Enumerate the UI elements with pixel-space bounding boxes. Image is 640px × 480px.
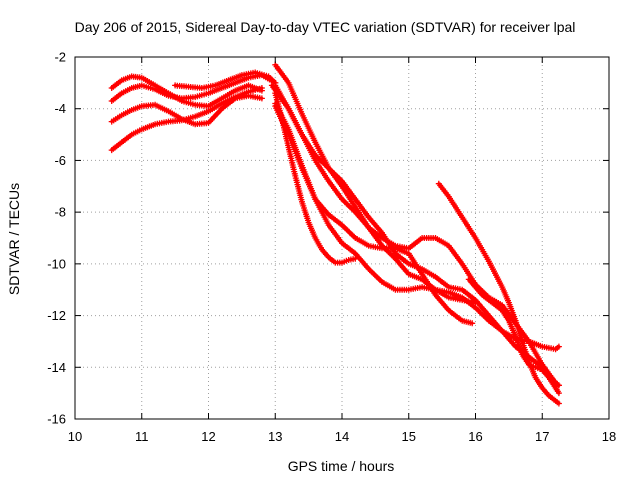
y-tick-label: -10: [47, 256, 66, 271]
series-arc-10: [272, 61, 562, 353]
series-arc-13: [465, 276, 562, 397]
label-layer: 10 11 12 13 14 15 16 17 18 -16 -14 -12 -10 -8 -6 -4 -2: [47, 50, 616, 445]
x-tick-label: 15: [402, 429, 416, 444]
y-tick-label: -6: [54, 153, 66, 168]
x-tick-label: 12: [201, 429, 215, 444]
series-markers: [272, 90, 359, 266]
series-layer: [108, 61, 562, 407]
series-arc-8: [272, 103, 476, 327]
grid-layer: [75, 57, 609, 419]
series-markers: [465, 276, 562, 397]
x-tick-label: 17: [535, 429, 549, 444]
tick-layer: [74, 56, 610, 420]
y-tick-label: -16: [47, 412, 66, 427]
series-arc-6: [272, 90, 359, 266]
series-markers: [172, 69, 279, 91]
y-tick-label: -14: [47, 360, 66, 375]
y-tick-label: -12: [47, 308, 66, 323]
series-markers: [108, 85, 265, 154]
series-arc-5: [172, 69, 279, 91]
x-tick-label: 16: [468, 429, 482, 444]
chart-title: Day 206 of 2015, Sidereal Day-to-day VTE…: [75, 19, 576, 35]
x-tick-label: 13: [268, 429, 282, 444]
x-tick-label: 11: [135, 429, 149, 444]
x-tick-label: 18: [602, 429, 616, 444]
series-markers: [272, 61, 562, 353]
series-arc-3: [108, 85, 265, 154]
x-axis-title: GPS time / hours: [288, 458, 395, 474]
x-tick-label: 10: [68, 429, 82, 444]
y-axis-title: SDTVAR / TECUs: [6, 183, 22, 295]
series-markers: [272, 103, 476, 327]
y-tick-label: -8: [54, 205, 66, 220]
x-tick-label: 14: [335, 429, 349, 444]
y-tick-label: -4: [54, 101, 66, 116]
series-arc-12: [435, 180, 562, 407]
y-tick-label: -2: [54, 50, 66, 65]
